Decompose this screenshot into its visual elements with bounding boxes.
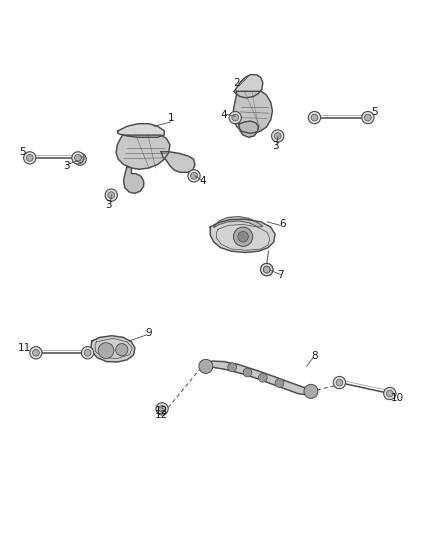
- Circle shape: [263, 266, 270, 273]
- Circle shape: [98, 343, 114, 359]
- Text: 4: 4: [220, 110, 227, 120]
- Circle shape: [156, 403, 168, 415]
- Circle shape: [274, 133, 281, 139]
- Circle shape: [229, 111, 241, 124]
- Text: 12: 12: [155, 410, 168, 421]
- Polygon shape: [91, 336, 135, 362]
- Circle shape: [159, 406, 166, 412]
- Polygon shape: [214, 216, 263, 227]
- Circle shape: [275, 378, 284, 387]
- Circle shape: [81, 346, 94, 359]
- Circle shape: [263, 266, 270, 273]
- Polygon shape: [161, 152, 195, 172]
- Circle shape: [232, 114, 239, 121]
- Polygon shape: [116, 135, 170, 169]
- Circle shape: [304, 384, 318, 398]
- Circle shape: [24, 152, 36, 164]
- Circle shape: [336, 379, 343, 386]
- Text: 3: 3: [272, 141, 279, 151]
- Circle shape: [364, 114, 371, 121]
- Circle shape: [386, 390, 393, 397]
- Text: 6: 6: [279, 219, 286, 229]
- Circle shape: [384, 387, 396, 400]
- Text: 8: 8: [311, 351, 318, 361]
- Text: 2: 2: [233, 78, 240, 88]
- Circle shape: [108, 192, 115, 198]
- Text: 1: 1: [167, 114, 174, 124]
- Polygon shape: [117, 124, 164, 138]
- Text: 12: 12: [155, 406, 168, 416]
- Polygon shape: [234, 75, 263, 98]
- Polygon shape: [239, 121, 258, 138]
- Circle shape: [72, 152, 84, 164]
- Circle shape: [30, 346, 42, 359]
- Circle shape: [243, 368, 252, 377]
- Circle shape: [261, 263, 273, 276]
- Text: 5: 5: [371, 107, 378, 117]
- Circle shape: [308, 111, 321, 124]
- Circle shape: [74, 155, 81, 161]
- Circle shape: [26, 155, 33, 161]
- Text: 11: 11: [18, 343, 31, 352]
- Circle shape: [105, 189, 117, 201]
- Polygon shape: [233, 91, 272, 133]
- Circle shape: [233, 227, 253, 246]
- Text: 3: 3: [63, 161, 70, 171]
- Circle shape: [272, 130, 284, 142]
- Circle shape: [261, 263, 273, 276]
- Text: 5: 5: [19, 147, 26, 157]
- Circle shape: [84, 350, 91, 356]
- Circle shape: [228, 363, 237, 372]
- Circle shape: [311, 114, 318, 121]
- Text: 3: 3: [105, 200, 112, 210]
- Circle shape: [188, 169, 200, 182]
- Text: 7: 7: [277, 270, 284, 280]
- Circle shape: [116, 344, 128, 356]
- Polygon shape: [124, 167, 144, 193]
- Polygon shape: [210, 219, 275, 253]
- Circle shape: [77, 156, 84, 163]
- Circle shape: [191, 173, 198, 179]
- Text: 10: 10: [391, 393, 404, 403]
- Text: 4: 4: [199, 176, 206, 186]
- Circle shape: [238, 231, 248, 242]
- Circle shape: [74, 153, 86, 165]
- Polygon shape: [201, 361, 314, 395]
- Circle shape: [333, 376, 346, 389]
- Circle shape: [362, 111, 374, 124]
- Circle shape: [32, 350, 39, 356]
- Circle shape: [199, 359, 213, 374]
- Circle shape: [258, 374, 267, 382]
- Text: 9: 9: [145, 328, 152, 338]
